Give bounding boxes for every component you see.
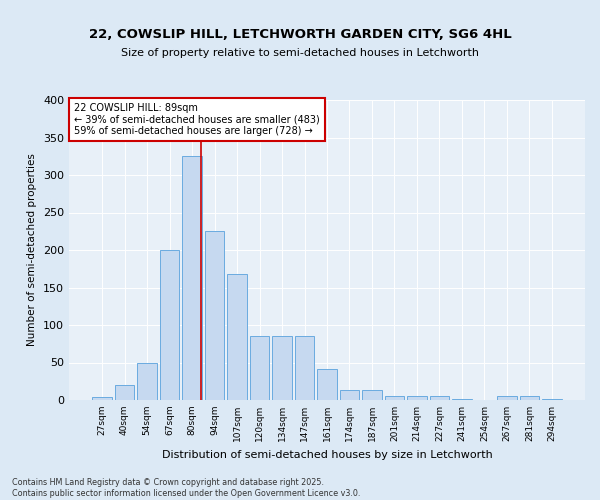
Bar xyxy=(250,336,269,400)
Bar xyxy=(205,231,224,400)
Bar xyxy=(295,336,314,400)
Bar xyxy=(160,250,179,400)
Bar xyxy=(92,397,112,400)
Text: Contains HM Land Registry data © Crown copyright and database right 2025.
Contai: Contains HM Land Registry data © Crown c… xyxy=(12,478,361,498)
Bar xyxy=(497,396,517,400)
Bar xyxy=(317,368,337,400)
Bar xyxy=(520,396,539,400)
Text: 22 COWSLIP HILL: 89sqm
← 39% of semi-detached houses are smaller (483)
59% of se: 22 COWSLIP HILL: 89sqm ← 39% of semi-det… xyxy=(74,103,320,136)
X-axis label: Distribution of semi-detached houses by size in Letchworth: Distribution of semi-detached houses by … xyxy=(161,450,493,460)
Bar xyxy=(362,390,382,400)
Text: 22, COWSLIP HILL, LETCHWORTH GARDEN CITY, SG6 4HL: 22, COWSLIP HILL, LETCHWORTH GARDEN CITY… xyxy=(89,28,511,40)
Bar xyxy=(115,385,134,400)
Bar xyxy=(227,274,247,400)
Bar xyxy=(385,396,404,400)
Bar xyxy=(452,398,472,400)
Bar xyxy=(430,396,449,400)
Bar xyxy=(542,398,562,400)
Bar xyxy=(272,336,292,400)
Bar xyxy=(407,396,427,400)
Bar xyxy=(182,156,202,400)
Bar xyxy=(137,362,157,400)
Bar xyxy=(340,390,359,400)
Y-axis label: Number of semi-detached properties: Number of semi-detached properties xyxy=(28,154,37,346)
Text: Size of property relative to semi-detached houses in Letchworth: Size of property relative to semi-detach… xyxy=(121,48,479,58)
